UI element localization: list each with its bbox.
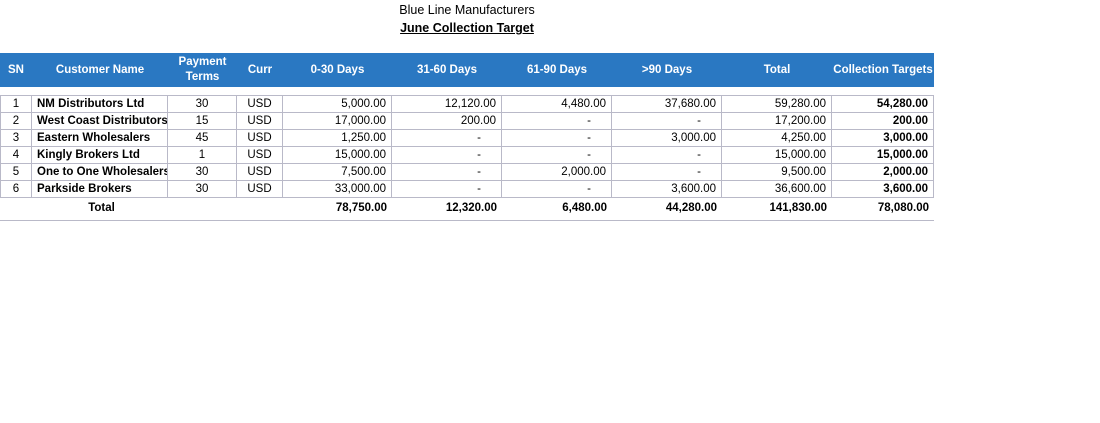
cell: -: [612, 113, 722, 130]
cell: 54,280.00: [832, 95, 934, 113]
cell: 4: [0, 147, 32, 164]
cell: 59,280.00: [722, 95, 832, 113]
cell: 15,000.00: [722, 147, 832, 164]
total-value: 6,480.00: [562, 202, 607, 214]
cell: 1: [168, 147, 237, 164]
cell: 1: [0, 95, 32, 113]
total-label: Total: [88, 202, 115, 214]
cell: 30: [168, 181, 237, 198]
cell: Parkside Brokers: [32, 181, 168, 198]
cell: 9,500.00: [722, 164, 832, 181]
cell: 2,000.00: [502, 164, 612, 181]
cell: -: [502, 181, 612, 198]
total-value: 12,320.00: [445, 202, 497, 214]
total-value: 78,080.00: [877, 202, 929, 214]
column-header: 0-30 Days: [310, 63, 365, 76]
cell: -: [502, 147, 612, 164]
column-header: Customer Name: [55, 63, 145, 76]
title: Blue Line Manufacturers: [399, 3, 535, 17]
cell: -: [392, 164, 502, 181]
cell: 4,480.00: [502, 95, 612, 113]
total-value: 78,750.00: [335, 202, 387, 214]
cell: Eastern Wholesalers: [32, 130, 168, 147]
cell: NM Distributors Ltd: [32, 95, 168, 113]
cell: 200.00: [392, 113, 502, 130]
cell: -: [612, 164, 722, 181]
cell: USD: [237, 147, 283, 164]
total-rule: [0, 220, 934, 221]
cell: -: [392, 181, 502, 198]
cell: 5: [0, 164, 32, 181]
cell: 3: [0, 130, 32, 147]
column-header: Payment Terms: [178, 56, 227, 83]
cell: 200.00: [832, 113, 934, 130]
cell: 6: [0, 181, 32, 198]
cell: 2,000.00: [832, 164, 934, 181]
column-header: Curr: [247, 63, 273, 76]
column-header: Total: [763, 63, 791, 76]
cell: USD: [237, 130, 283, 147]
total-value: 44,280.00: [665, 202, 717, 214]
cell: 30: [168, 164, 237, 181]
cell: USD: [237, 181, 283, 198]
cell: 3,600.00: [832, 181, 934, 198]
cell: -: [392, 130, 502, 147]
cell: 15: [168, 113, 237, 130]
cell: Kingly Brokers Ltd: [32, 147, 168, 164]
cell: 37,680.00: [612, 95, 722, 113]
cell: 36,600.00: [722, 181, 832, 198]
column-header: 31-60 Days: [416, 63, 478, 76]
header-bar: [0, 53, 934, 87]
cell: 7,500.00: [283, 164, 392, 181]
cell: 17,200.00: [722, 113, 832, 130]
cell: USD: [237, 95, 283, 113]
cell: 30: [168, 95, 237, 113]
cell: 4,250.00: [722, 130, 832, 147]
cell: One to One Wholesalers: [32, 164, 168, 181]
cell: 3,000.00: [832, 130, 934, 147]
column-header: 61-90 Days: [526, 63, 588, 76]
cell: USD: [237, 164, 283, 181]
column-header: Collection Targets: [833, 63, 933, 76]
cell: 1,250.00: [283, 130, 392, 147]
cell: -: [502, 130, 612, 147]
subtitle-text: June Collection Target: [400, 21, 534, 35]
cell: West Coast Distributors: [32, 113, 168, 130]
cell: 45: [168, 130, 237, 147]
cell: 3,600.00: [612, 181, 722, 198]
subtitle: June Collection Target: [0, 21, 934, 35]
column-header: SN: [8, 63, 24, 76]
cell: -: [392, 147, 502, 164]
cell: 2: [0, 113, 32, 130]
cell: -: [502, 113, 612, 130]
cell: USD: [237, 113, 283, 130]
column-header: >90 Days: [641, 63, 693, 76]
cell: 15,000.00: [832, 147, 934, 164]
cell: -: [612, 147, 722, 164]
cell: 5,000.00: [283, 95, 392, 113]
cell: 3,000.00: [612, 130, 722, 147]
cell: 15,000.00: [283, 147, 392, 164]
cell: 17,000.00: [283, 113, 392, 130]
cell: 12,120.00: [392, 95, 502, 113]
cell: 33,000.00: [283, 181, 392, 198]
total-value: 141,830.00: [769, 202, 827, 214]
